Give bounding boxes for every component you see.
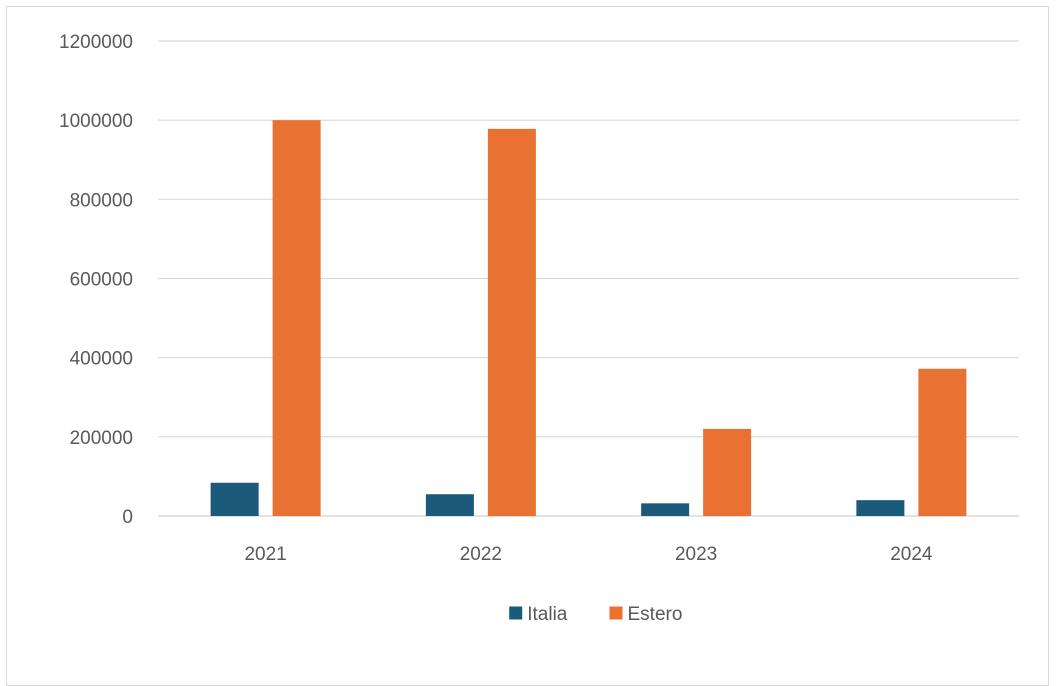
bar-chart: 020000040000060000080000010000001200000 … (59, 32, 1019, 625)
y-tick-label: 1000000 (59, 111, 133, 132)
bar-italia-2021 (210, 482, 259, 516)
y-tick-label: 600000 (70, 270, 133, 291)
bar-italia-2022 (425, 494, 474, 516)
legend: Italia Estero (509, 604, 682, 625)
y-tick-label: 1200000 (59, 32, 133, 53)
y-tick-label: 400000 (70, 349, 133, 370)
x-tick-label: 2022 (460, 544, 502, 565)
legend-swatch-italia (509, 606, 523, 620)
bar-italia-2024 (856, 500, 905, 516)
bar-estero-2022 (487, 128, 536, 516)
y-tick-label: 200000 (70, 428, 133, 449)
bar-estero-2024 (918, 368, 967, 516)
bar-estero-2023 (703, 428, 752, 516)
y-axis-tick-labels: 0 200000 400000 600000 800000 1000000 1200000 (59, 32, 133, 528)
x-tick-label: 2021 (244, 544, 286, 565)
legend-swatch-estero (609, 606, 623, 620)
legend-label-italia: Italia (527, 604, 568, 625)
bar-estero-2021 (272, 120, 321, 517)
bars (210, 120, 967, 517)
bar-italia-2023 (641, 503, 690, 516)
y-tick-label: 0 (122, 507, 133, 528)
x-tick-label: 2023 (675, 544, 717, 565)
x-tick-label: 2024 (890, 544, 933, 565)
x-axis-tick-labels: 2021 2022 2023 2024 (244, 544, 932, 565)
y-tick-label: 800000 (70, 190, 133, 211)
legend-label-estero: Estero (628, 604, 683, 625)
